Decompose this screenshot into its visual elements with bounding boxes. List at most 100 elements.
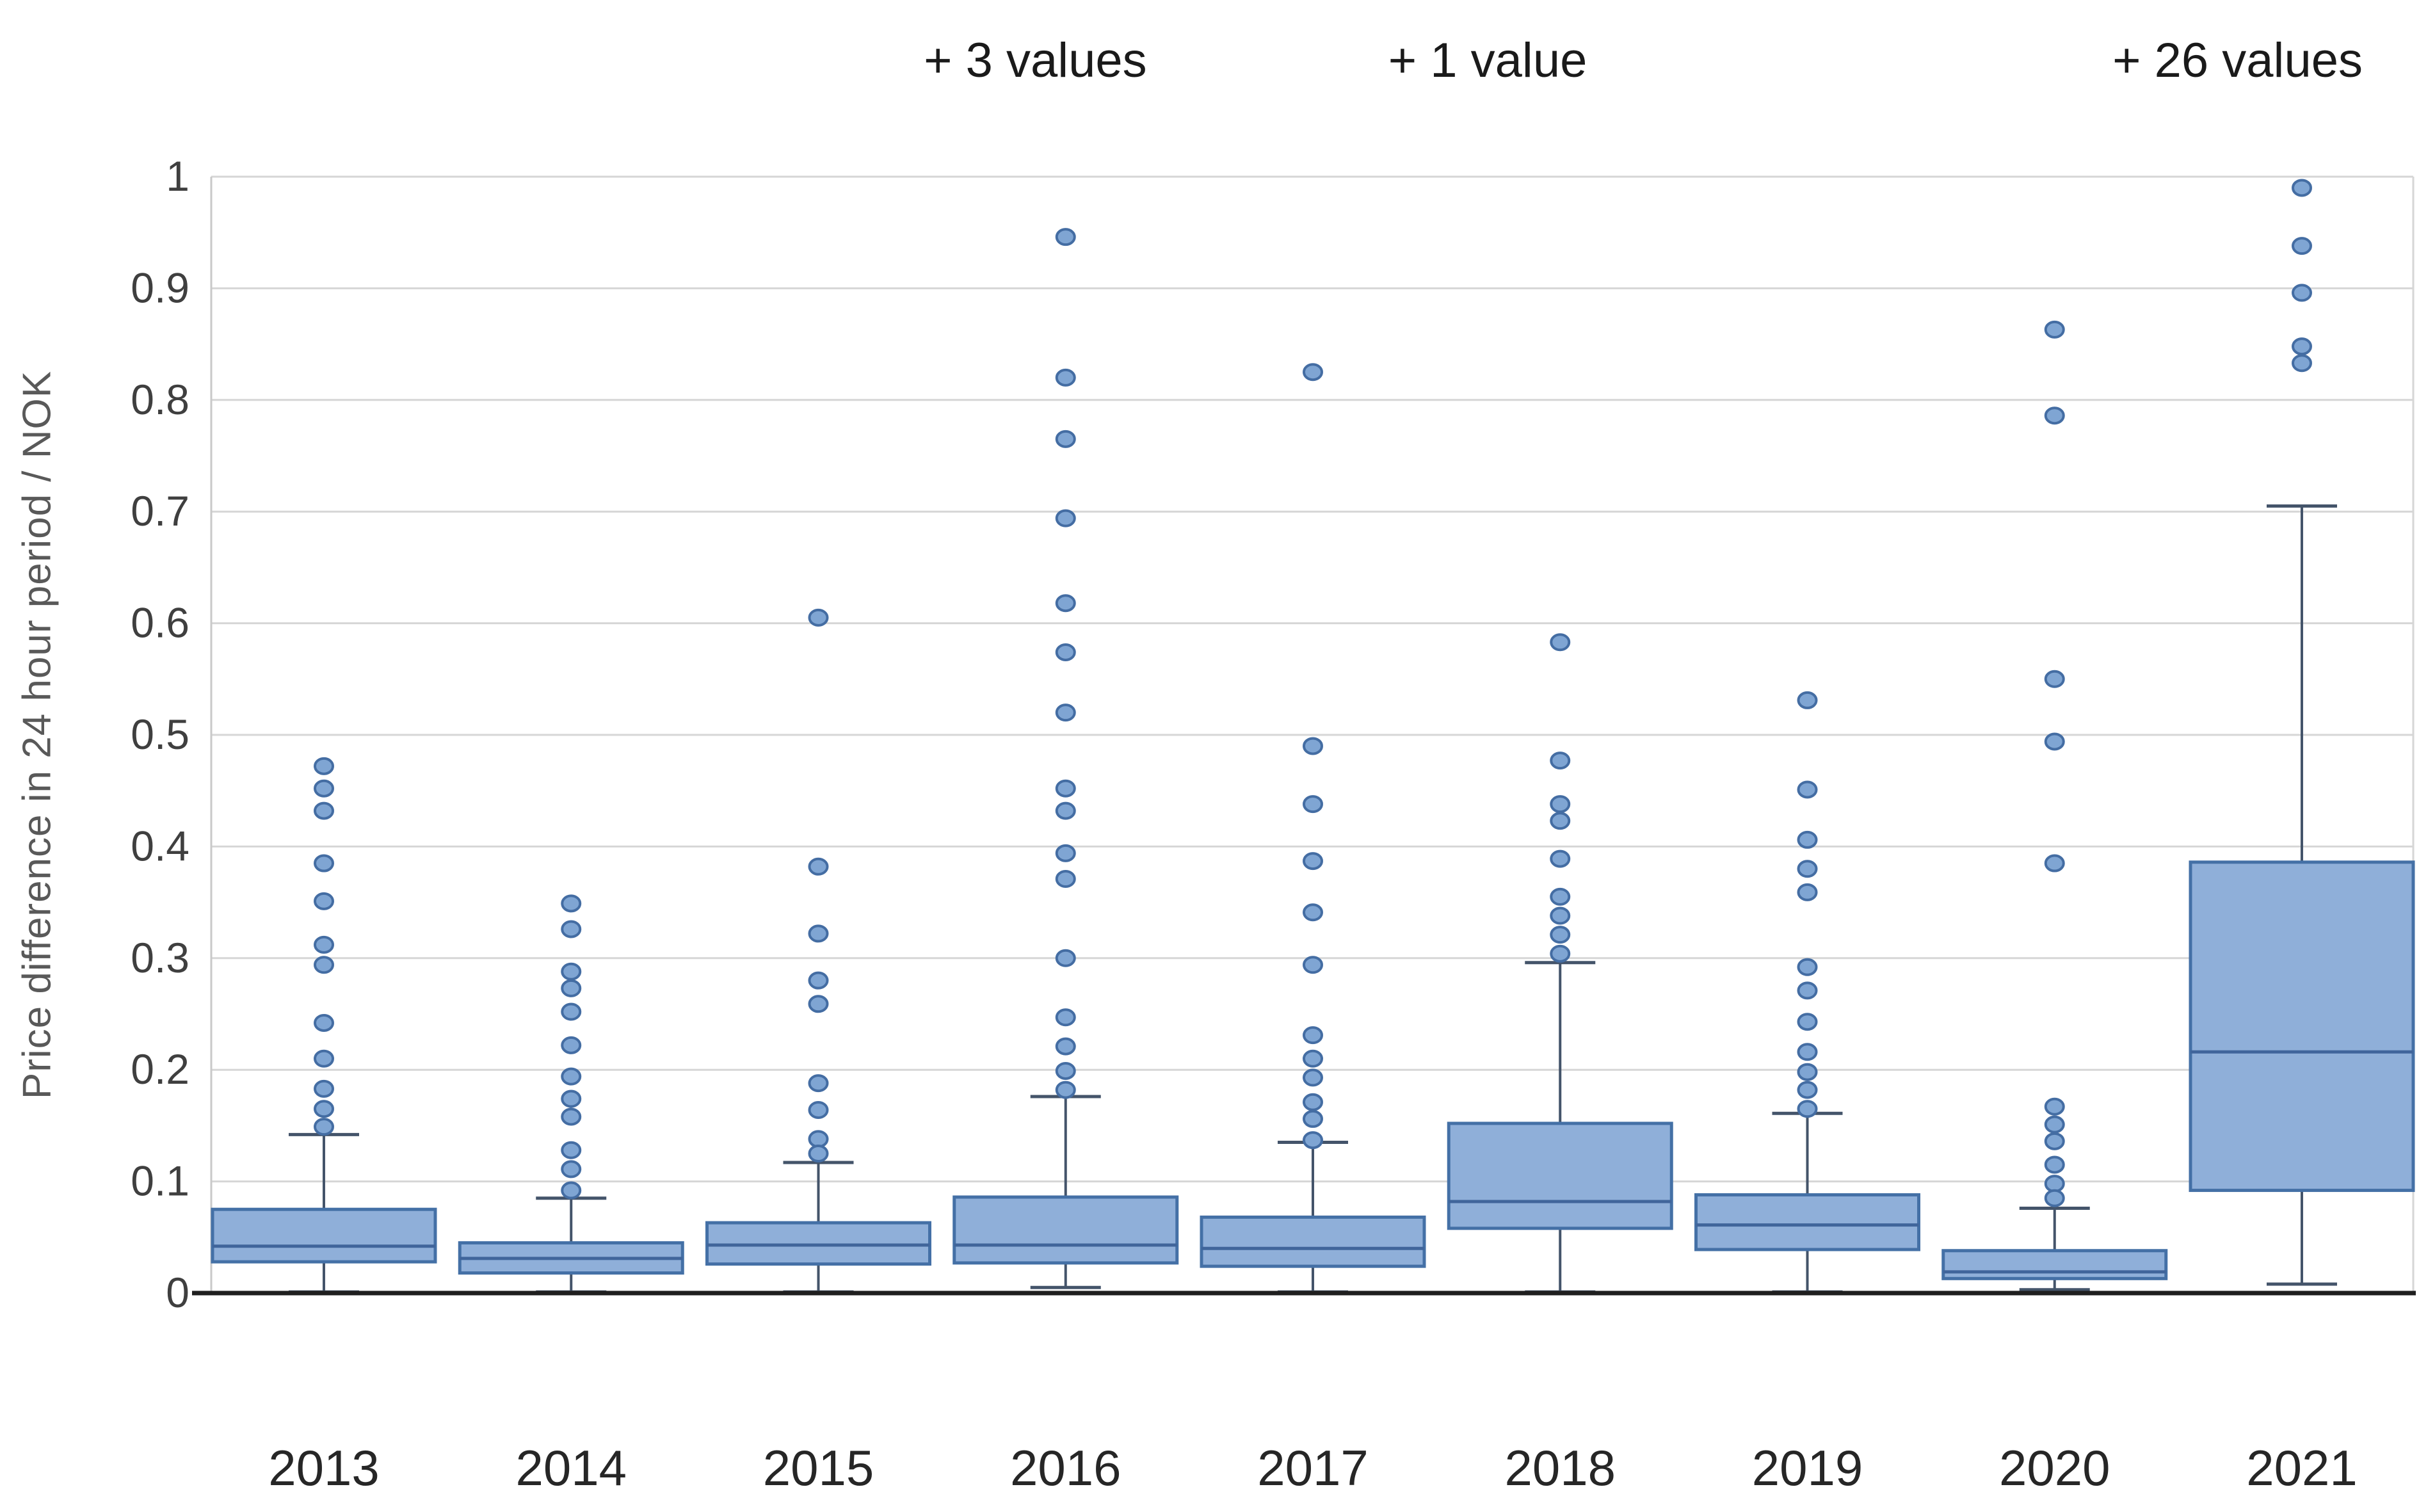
- outlier-2014-3: [561, 979, 582, 997]
- outlier-2020-7: [2044, 1132, 2065, 1150]
- outlier-2016-5: [1055, 643, 1076, 661]
- box-2020: [1941, 1249, 2168, 1280]
- outlier-2017-3: [1303, 852, 1323, 871]
- outlier-2014-1: [561, 920, 582, 938]
- outlier-2019-2: [1797, 830, 1818, 849]
- outlier-2020-0: [2044, 320, 2065, 339]
- box-2018: [1447, 1122, 1673, 1230]
- y-tick-label-0.1: 0.1: [131, 1157, 189, 1205]
- box-2021: [2189, 860, 2415, 1193]
- outlier-2014-7: [561, 1090, 582, 1108]
- outlier-2015-1: [808, 857, 829, 876]
- outlier-2020-9: [2044, 1175, 2065, 1193]
- outlier-2014-11: [561, 1181, 582, 1200]
- outlier-2018-3: [1550, 812, 1571, 830]
- outlier-2015-0: [808, 608, 829, 627]
- outlier-2016-14: [1055, 1061, 1076, 1080]
- y-tick-label-1: 1: [166, 152, 189, 200]
- outlier-2016-4: [1055, 594, 1076, 613]
- box-2013: [211, 1207, 437, 1264]
- outlier-2015-8: [808, 1145, 829, 1162]
- annotation-2018: + 1 value: [1388, 33, 1587, 88]
- x-axis-label-2017: 2017: [1257, 1440, 1369, 1496]
- x-axis-label-2014: 2014: [515, 1440, 627, 1496]
- outlier-2018-8: [1550, 944, 1571, 963]
- x-axis-label-2018: 2018: [1504, 1440, 1616, 1496]
- x-axis-label-2016: 2016: [1010, 1440, 1121, 1496]
- outlier-2013-8: [314, 1049, 334, 1068]
- outlier-2018-5: [1550, 887, 1571, 906]
- x-axis-label-2021: 2021: [2246, 1440, 2358, 1496]
- outlier-2017-4: [1303, 903, 1323, 922]
- outlier-2013-6: [314, 956, 334, 974]
- y-tick-label-0.4: 0.4: [131, 822, 189, 869]
- x-axis-label-2019: 2019: [1752, 1440, 1863, 1496]
- x-axis-label-2015: 2015: [763, 1440, 874, 1496]
- outlier-2019-11: [1797, 1100, 1818, 1118]
- y-tick-label-0.8: 0.8: [131, 376, 189, 423]
- x-axis-label-2020: 2020: [1999, 1440, 2110, 1496]
- outlier-2019-10: [1797, 1081, 1818, 1099]
- outlier-2016-6: [1055, 704, 1076, 722]
- outlier-2017-1: [1303, 737, 1323, 755]
- outlier-2016-7: [1055, 779, 1076, 798]
- outlier-2013-2: [314, 801, 334, 820]
- outlier-2018-7: [1550, 926, 1571, 944]
- outlier-2014-0: [561, 894, 582, 913]
- outlier-2019-4: [1797, 883, 1818, 901]
- outlier-2019-7: [1797, 1013, 1818, 1031]
- outlier-2013-1: [314, 779, 334, 798]
- outlier-2020-8: [2044, 1155, 2065, 1174]
- y-tick-label-0.2: 0.2: [131, 1045, 189, 1093]
- outlier-2019-6: [1797, 981, 1818, 1000]
- annotation-2021: + 26 values: [2112, 33, 2363, 88]
- outlier-2020-4: [2044, 854, 2065, 873]
- outlier-2016-9: [1055, 844, 1076, 862]
- outlier-2021-4: [2292, 354, 2312, 373]
- outlier-2016-0: [1055, 228, 1076, 246]
- y-axis-title: Price difference in 24 hour period / NOK: [15, 370, 60, 1100]
- box-2019: [1694, 1193, 1920, 1251]
- outlier-2013-11: [314, 1118, 334, 1136]
- outlier-2020-6: [2044, 1115, 2065, 1134]
- outlier-2015-4: [808, 995, 829, 1013]
- y-tick-label-0.5: 0.5: [131, 711, 189, 758]
- annotation-2016: + 3 values: [924, 33, 1147, 88]
- outlier-2013-4: [314, 892, 334, 910]
- outlier-2019-3: [1797, 860, 1818, 878]
- box-2015: [705, 1221, 931, 1266]
- outlier-2020-3: [2044, 732, 2065, 751]
- outlier-2017-6: [1303, 1026, 1323, 1045]
- outlier-2016-8: [1055, 801, 1076, 820]
- outlier-2019-0: [1797, 691, 1818, 709]
- outlier-2020-1: [2044, 406, 2065, 425]
- outlier-2017-5: [1303, 956, 1323, 974]
- outlier-2021-1: [2292, 237, 2312, 255]
- outlier-2017-9: [1303, 1093, 1323, 1111]
- outlier-2014-10: [561, 1160, 582, 1178]
- outlier-2014-5: [561, 1036, 582, 1054]
- outlier-2013-0: [314, 757, 334, 775]
- x-axis-label-2013: 2013: [268, 1440, 380, 1496]
- y-tick-label-0.6: 0.6: [131, 599, 189, 647]
- outlier-2016-11: [1055, 949, 1076, 967]
- outlier-2018-0: [1550, 633, 1571, 652]
- outlier-2013-5: [314, 935, 334, 954]
- outlier-2017-7: [1303, 1049, 1323, 1068]
- outlier-2016-15: [1055, 1081, 1076, 1099]
- outlier-2018-1: [1550, 752, 1571, 770]
- outlier-2014-6: [561, 1067, 582, 1086]
- outlier-2021-2: [2292, 284, 2312, 302]
- outlier-2017-11: [1303, 1131, 1323, 1150]
- outlier-2018-6: [1550, 906, 1571, 925]
- outlier-2017-2: [1303, 795, 1323, 814]
- outlier-2013-7: [314, 1013, 334, 1032]
- outlier-2018-4: [1550, 849, 1571, 868]
- outlier-2015-7: [808, 1130, 829, 1148]
- outlier-2015-5: [808, 1074, 829, 1093]
- outlier-2016-12: [1055, 1008, 1076, 1027]
- outlier-2014-9: [561, 1141, 582, 1159]
- outlier-2014-4: [561, 1002, 582, 1021]
- outlier-2019-9: [1797, 1063, 1818, 1081]
- box-2016: [952, 1195, 1179, 1265]
